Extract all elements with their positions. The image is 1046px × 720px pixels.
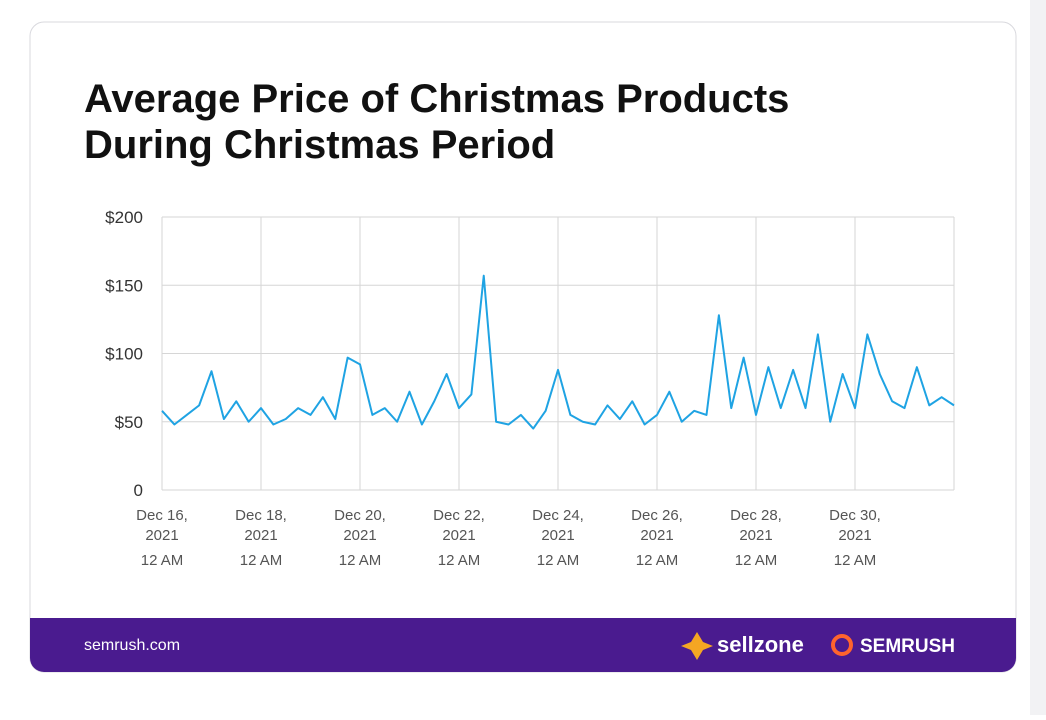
x-tick-label: Dec 18, bbox=[235, 507, 287, 524]
y-tick-label: $100 bbox=[105, 345, 143, 364]
semrush-icon bbox=[831, 634, 853, 656]
y-tick-label: $200 bbox=[105, 208, 143, 227]
x-tick-label: 2021 bbox=[541, 527, 574, 544]
x-tick-label: 12 AM bbox=[438, 552, 481, 569]
x-tick-label: 2021 bbox=[145, 527, 178, 544]
x-tick-label: Dec 20, bbox=[334, 507, 386, 524]
x-tick-label: 2021 bbox=[244, 527, 277, 544]
chart-title: During Christmas Period bbox=[84, 123, 555, 167]
brand: sellzone bbox=[717, 632, 804, 657]
footer-source: semrush.com bbox=[84, 637, 180, 654]
x-tick-label: 2021 bbox=[442, 527, 475, 544]
x-tick-label: 12 AM bbox=[735, 552, 778, 569]
x-tick-label: 2021 bbox=[640, 527, 673, 544]
x-tick-label: Dec 16, bbox=[136, 507, 188, 524]
x-tick-label: Dec 24, bbox=[532, 507, 584, 524]
side-strip bbox=[1030, 0, 1046, 715]
x-tick-label: 2021 bbox=[343, 527, 376, 544]
x-tick-label: 12 AM bbox=[537, 552, 580, 569]
x-tick-label: 12 AM bbox=[240, 552, 283, 569]
brand: SEMRUSH bbox=[860, 636, 955, 657]
price-line bbox=[161, 274, 955, 430]
y-tick-label: 0 bbox=[134, 481, 143, 500]
footer-band bbox=[30, 618, 1016, 672]
x-tick-label: 2021 bbox=[739, 527, 772, 544]
x-tick-label: Dec 26, bbox=[631, 507, 683, 524]
x-tick-label: 12 AM bbox=[834, 552, 877, 569]
chart-title: Average Price of Christmas Products bbox=[84, 77, 789, 121]
x-tick-label: 12 AM bbox=[636, 552, 679, 569]
sellzone-icon bbox=[681, 632, 713, 660]
x-tick-label: 12 AM bbox=[339, 552, 382, 569]
y-tick-label: $150 bbox=[105, 276, 143, 295]
x-tick-label: 2021 bbox=[838, 527, 871, 544]
x-tick-label: Dec 28, bbox=[730, 507, 782, 524]
y-tick-label: $50 bbox=[115, 413, 143, 432]
x-tick-label: Dec 30, bbox=[829, 507, 881, 524]
x-tick-label: 12 AM bbox=[141, 552, 184, 569]
x-tick-label: Dec 22, bbox=[433, 507, 485, 524]
